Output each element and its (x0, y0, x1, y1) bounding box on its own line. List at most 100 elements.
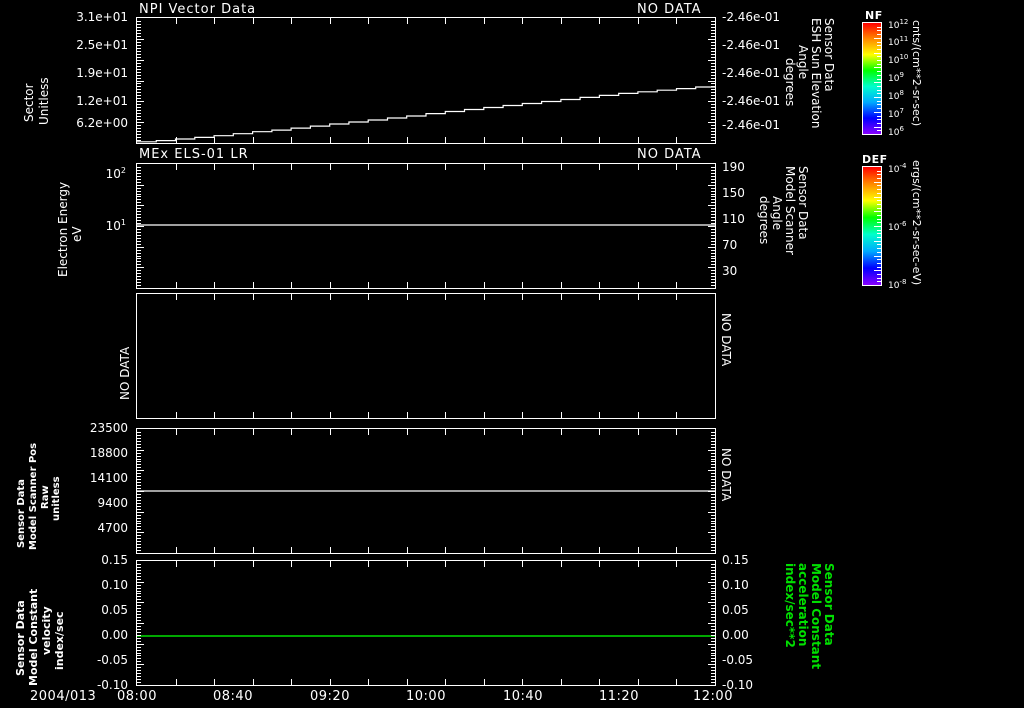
x-tick-mark (637, 429, 639, 435)
y-tick-mark (137, 605, 141, 607)
panel-2-right-ytick-0: 190 (722, 160, 745, 174)
y-tick-mark (137, 514, 141, 516)
x-tick-mark (214, 282, 216, 288)
y-tick-mark (137, 95, 141, 97)
y-tick-mark (137, 113, 141, 115)
y-tick-mark (137, 443, 141, 445)
x-tick-mark (676, 547, 678, 553)
colorbar-tick-mark (877, 281, 881, 283)
y-tick-mark (711, 279, 715, 281)
panel-4-ytick-4: 4700 (97, 521, 128, 535)
panel-4-right-nodata: NO DATA (719, 448, 733, 502)
colorbar-tick-mark (877, 41, 881, 43)
colorbar-tick-mark (877, 63, 881, 65)
colorbar-def[interactable] (862, 166, 882, 286)
panel-5-right-yaxis-label-line3: acceleration (796, 563, 810, 647)
y-tick-mark (711, 208, 715, 210)
y-tick-mark (137, 535, 141, 537)
colorbar-tick-mark (874, 196, 881, 198)
y-tick-mark (137, 98, 141, 100)
y-tick-mark (711, 137, 715, 139)
y-tick-mark (137, 187, 141, 189)
x-tick-mark (368, 18, 370, 24)
x-tick-mark (252, 679, 254, 685)
x-tick-mark (368, 561, 370, 567)
x-tick-mark (445, 429, 447, 435)
x-tick-mark (522, 282, 524, 288)
x-tick-mark (214, 18, 216, 24)
colorbar-nf-tick-6: 106 (888, 125, 904, 138)
y-tick-mark (137, 226, 144, 227)
y-tick-mark (137, 538, 141, 540)
y-tick-mark (711, 273, 715, 275)
x-tick-mark (175, 412, 177, 418)
x-tick-mark (406, 294, 408, 300)
y-tick-mark (711, 608, 715, 610)
xaxis-tick-1: 08:40 (213, 689, 253, 704)
y-tick-mark (711, 452, 715, 454)
y-tick-mark (137, 458, 141, 460)
x-tick-mark (329, 412, 331, 418)
y-tick-mark (137, 211, 141, 213)
x-tick-mark (214, 547, 216, 553)
y-tick-mark (137, 41, 141, 43)
y-tick-mark (711, 214, 715, 216)
y-tick-mark (711, 473, 715, 475)
x-tick-mark (560, 679, 562, 685)
y-tick-mark (137, 255, 141, 257)
y-tick-mark (711, 596, 715, 598)
colorbar-tick-mark (877, 122, 881, 124)
y-tick-mark (711, 496, 715, 498)
panel-1-right-ytick-2: -2.46e-01 (722, 66, 781, 80)
y-tick-mark (137, 452, 141, 454)
colorbar-nf[interactable] (862, 22, 882, 135)
y-tick-mark (137, 175, 141, 177)
panel-4-plot-area[interactable] (136, 428, 716, 554)
y-tick-mark (137, 131, 141, 133)
y-tick-mark (711, 228, 715, 230)
y-tick-mark (711, 264, 715, 266)
panel-5-plot-area[interactable] (136, 560, 716, 686)
y-tick-mark (137, 47, 141, 49)
x-tick-mark (368, 294, 370, 300)
x-tick-mark (406, 679, 408, 685)
y-tick-mark (137, 572, 141, 574)
y-tick-mark (137, 83, 141, 85)
y-tick-mark (137, 104, 141, 106)
y-tick-mark (711, 276, 715, 278)
y-tick-mark (711, 634, 715, 636)
x-tick-mark (599, 679, 601, 685)
x-tick-mark (560, 164, 562, 170)
y-tick-mark (708, 122, 715, 124)
panel-2-plot-area[interactable] (136, 163, 716, 289)
y-tick-mark (137, 74, 141, 76)
x-tick-mark (599, 429, 601, 435)
y-tick-mark (711, 98, 715, 100)
y-tick-mark (708, 267, 715, 269)
colorbar-tick-mark (877, 93, 881, 95)
x-tick-mark (676, 164, 678, 170)
y-tick-mark (137, 679, 141, 681)
y-tick-mark (137, 243, 141, 245)
colorbar-tick-mark (877, 45, 881, 47)
x-tick-mark (445, 137, 447, 143)
colorbar-tick-mark (877, 214, 881, 216)
y-tick-mark (137, 526, 141, 528)
x-tick-mark (637, 679, 639, 685)
colorbar-def-tick-2: 10-8 (888, 278, 907, 291)
y-tick-mark (137, 470, 144, 472)
x-tick-mark (406, 137, 408, 143)
colorbar-tick-mark (877, 104, 881, 106)
y-tick-mark (137, 181, 141, 183)
y-tick-mark (137, 520, 141, 522)
y-tick-mark (137, 599, 141, 601)
panel-1-plot-area[interactable] (136, 17, 716, 144)
panel-3-plot-area[interactable] (136, 293, 716, 419)
panel-1-right-yaxis-label-line3: Angle (796, 45, 810, 80)
y-tick-mark (137, 35, 141, 37)
y-tick-mark (137, 631, 141, 633)
colorbar-tick-mark (877, 170, 881, 172)
y-tick-mark (137, 86, 141, 88)
x-tick-mark (329, 547, 331, 553)
panel-5-yaxis-label-line1: Sensor Data (14, 600, 27, 676)
